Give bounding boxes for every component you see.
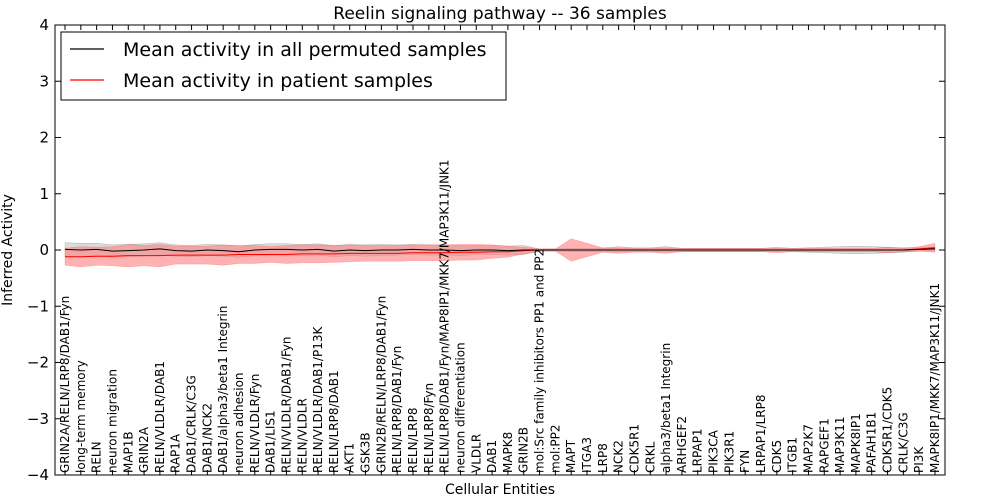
series-line-permuted [64, 248, 936, 253]
x-tick-label: GRIN2B/RELN/LRP8/DAB1/Fyn [374, 296, 388, 473]
x-tick-label: RELN [90, 441, 104, 473]
x-tick-label: NCK2 [612, 440, 626, 473]
y-tick-label: −4 [27, 466, 49, 484]
x-tick-label: ITGA3 [580, 437, 594, 473]
x-tick-label: neuron differentiation [454, 342, 468, 473]
x-axis-label: Cellular Entities [445, 482, 555, 498]
uncertainty-bands [64, 238, 936, 268]
x-tick-label: FYN [738, 450, 752, 473]
x-tick-label: RELN/VLDLR/DAB1/Fyn [280, 337, 294, 473]
x-tick-label: mol:Src family inhibitors PP1 and PP2 [533, 249, 547, 473]
x-tick-label: PAFAH1B1 [865, 412, 879, 473]
x-tick-label: CRKL [643, 441, 657, 473]
x-tick-label: CDK5R1 [628, 424, 642, 473]
x-tick-label: RELN/LRP8 [406, 407, 420, 473]
x-tick-label: ARHGEF2 [675, 416, 689, 473]
x-tick-label: DAB1/NCK2 [200, 403, 214, 473]
band-patient [64, 238, 936, 268]
x-tick-label: DAB1/alpha3/beta1 Integrin [216, 306, 230, 473]
x-tick-label: GRIN2A/RELN/LRP8/DAB1/Fyn [58, 296, 72, 473]
x-tick-label: DAB1 [485, 440, 499, 473]
x-tick-label: MAPK8IP1 [849, 413, 863, 473]
x-tick-label: GRIN2B [517, 427, 531, 473]
y-tick-label: 3 [39, 72, 49, 90]
x-tick-label: CDK5R1/CDK5 [881, 387, 895, 473]
x-tick-label: LRPAP1 [691, 428, 705, 473]
chart-title: Reelin signaling pathway -- 36 samples [333, 4, 667, 24]
x-tick-label: LRPAP1/LRP8 [754, 394, 768, 473]
y-tick-label: 0 [39, 241, 49, 259]
y-tick-label: 1 [39, 185, 49, 203]
x-tick-label: PIK3R1 [722, 431, 736, 473]
x-tick-label: PI3K [912, 446, 926, 473]
x-tick-label: long-term memory [74, 360, 88, 473]
x-tick-label: RELN/LRP8/DAB1 [327, 370, 341, 473]
y-tick-label: −2 [27, 354, 49, 372]
x-tick-label: MAP1B [121, 431, 135, 473]
x-tick-label: RELN/LRP8/DAB1/Fyn [390, 346, 404, 473]
x-tick-label: RELN/LRP8/DAB1/Fyn/MAP8IP1/MKK7/MAP3K11/… [438, 159, 452, 473]
x-tick-label: RELN/VLDLR/DAB1/P13K [311, 326, 325, 473]
x-tick-label: CDK5 [770, 440, 784, 473]
x-tick-label: RELN/LRP8/Fyn [422, 383, 436, 473]
x-tick-label: PIK3CA [707, 429, 721, 473]
axis-ticks: 4 3 2 1 0 −1 −2 −3 −4 [27, 16, 945, 484]
x-tick-label: MAPK8 [501, 432, 515, 473]
x-tick-label: RAPGEF1 [817, 418, 831, 473]
x-tick-label: MAPK8IP1/MKK7/MAP3K11/JNK1 [928, 283, 942, 473]
x-tick-label: RELN/VLDLR [295, 398, 309, 473]
x-tick-label: DAB1/CRLK/C3G [185, 375, 199, 473]
legend-label-patient: Mean activity in patient samples [123, 70, 433, 92]
x-tick-label: mol:PP2 [548, 424, 562, 473]
x-tick-label: CRLK/C3G [896, 412, 910, 473]
x-tick-label: RELN/VLDLR/DAB1 [153, 361, 167, 473]
y-axis-label: Inferred Activity [0, 194, 16, 306]
legend: Mean activity in all permuted samples Me… [60, 31, 507, 101]
x-tick-label: DAB1/LIS1 [264, 410, 278, 473]
x-tick-label: neuron adhesion [232, 372, 246, 473]
x-tick-label: MAPT [564, 439, 578, 473]
x-tick-label: GSK3B [359, 432, 373, 473]
x-tick-label: RAP1A [169, 433, 183, 473]
series-lines [64, 247, 936, 258]
x-tick-labels: GRIN2A/RELN/LRP8/DAB1/Fyn long-term memor… [58, 159, 942, 473]
y-tick-label: 2 [39, 129, 49, 147]
x-tick-label: GRIN2A [137, 426, 151, 473]
y-tick-label: −3 [27, 410, 49, 428]
x-tick-label: VLDLR [469, 434, 483, 473]
x-tick-label: LRP8 [596, 443, 610, 473]
y-tick-label: −1 [27, 297, 49, 315]
x-tick-label: ITGB1 [786, 437, 800, 473]
y-tick-label: 4 [39, 16, 49, 34]
legend-label-permuted: Mean activity in all permuted samples [123, 39, 486, 61]
x-tick-label: alpha3/beta1 Integrin [659, 343, 673, 473]
x-tick-label: MAP3K11 [833, 416, 847, 473]
x-tick-label: MAP2K7 [802, 424, 816, 473]
x-tick-label: neuron migration [106, 369, 120, 473]
legend-box [60, 31, 507, 101]
x-tick-label: AKT1 [343, 443, 357, 473]
x-tick-label: RELN/VLDLR/Fyn [248, 374, 262, 473]
